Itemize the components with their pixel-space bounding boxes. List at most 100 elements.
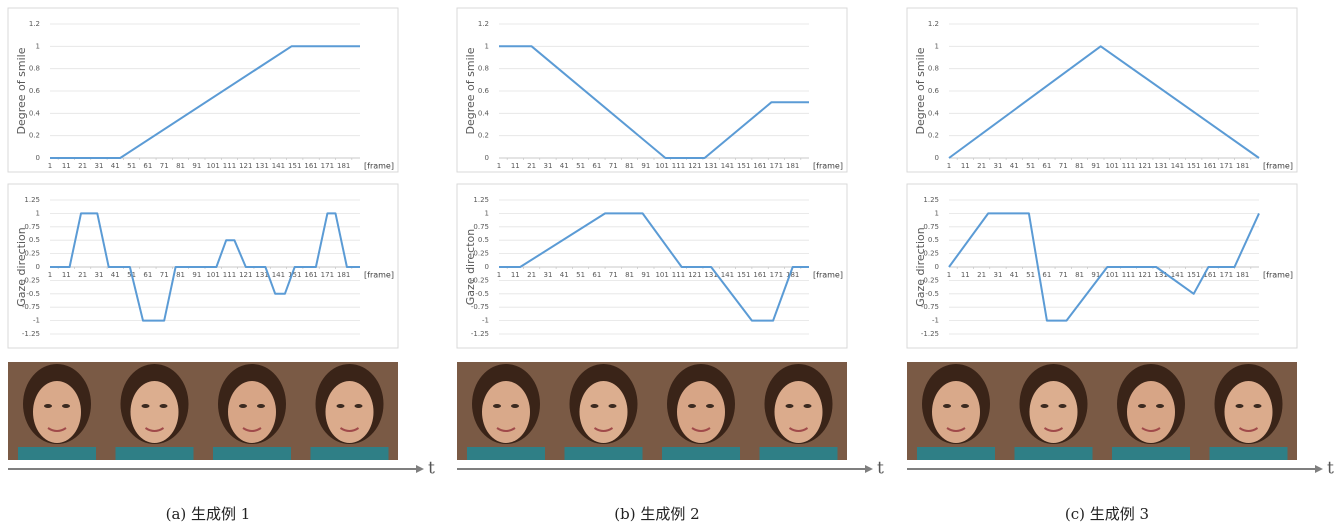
x-tick-label: 61: [592, 162, 601, 170]
x-tick-label: 131: [704, 162, 717, 170]
face: [33, 381, 81, 443]
x-tick-label: 171: [321, 271, 334, 279]
shirt: [311, 447, 389, 460]
time-label: t: [428, 459, 435, 479]
arrow-head: [1315, 465, 1323, 473]
face-image: [1005, 362, 1103, 460]
y-tick-label: -1: [482, 317, 489, 325]
y-tick-label: 0.2: [928, 132, 939, 140]
x-tick-label: 41: [111, 271, 120, 279]
y-tick-label: -1: [33, 317, 40, 325]
eye: [591, 404, 599, 408]
x-tick-label: 61: [1042, 271, 1051, 279]
y-tick-label: 0.8: [928, 65, 939, 73]
x-tick-label: 161: [304, 162, 317, 170]
face-image: [457, 362, 555, 460]
face-image: [106, 362, 204, 460]
y-axis-label: Degree of smile: [464, 47, 477, 134]
x-tick-label: 171: [770, 271, 783, 279]
x-tick-label: 141: [272, 271, 285, 279]
y-tick-label: 0.6: [928, 87, 940, 95]
x-tick-label: 171: [770, 162, 783, 170]
x-tick-label: 41: [1010, 271, 1019, 279]
arrow-head: [865, 465, 873, 473]
y-tick-label: -1.25: [22, 330, 40, 338]
face-image: [555, 362, 653, 460]
x-tick-label: 1: [48, 271, 52, 279]
x-tick-label: 111: [672, 162, 685, 170]
face: [1225, 381, 1273, 443]
x-tick-label: 131: [255, 162, 268, 170]
y-axis-label: Gaze direction: [15, 227, 28, 307]
eye: [786, 404, 794, 408]
x-tick-label: 101: [1105, 162, 1118, 170]
x-tick-label: 21: [78, 162, 87, 170]
y-tick-label: 0.2: [478, 132, 489, 140]
x-tick-label: 111: [223, 162, 236, 170]
eye: [1236, 404, 1244, 408]
eye: [1041, 404, 1049, 408]
x-tick-label: 61: [143, 271, 152, 279]
x-tick-label: 141: [272, 162, 285, 170]
x-tick-label: 181: [337, 271, 350, 279]
x-tick-label: 91: [192, 271, 201, 279]
y-tick-label: 0: [485, 154, 489, 162]
x-tick-label: 91: [641, 271, 650, 279]
y-axis-label: Gaze directon: [464, 229, 477, 305]
eye: [961, 404, 969, 408]
y-tick-label: 1: [36, 42, 40, 50]
shirt: [18, 447, 96, 460]
eye: [1059, 404, 1067, 408]
x-tick-label: 31: [94, 271, 103, 279]
y-tick-label: 1.25: [923, 196, 939, 204]
x-axis-label: [frame]: [364, 271, 394, 280]
x-tick-label: 31: [94, 162, 103, 170]
x-tick-label: 11: [62, 162, 71, 170]
y-axis-label: Gaze direction: [914, 227, 927, 307]
x-tick-label: 151: [288, 162, 301, 170]
eye: [804, 404, 812, 408]
y-tick-label: -0.5: [26, 290, 40, 298]
eye: [239, 404, 247, 408]
y-tick-label: 0.8: [478, 65, 489, 73]
eye: [688, 404, 696, 408]
x-tick-label: 81: [1075, 162, 1084, 170]
x-tick-label: 101: [206, 162, 219, 170]
x-tick-label: 71: [1059, 162, 1068, 170]
x-tick-label: 121: [239, 271, 252, 279]
face-image: [203, 362, 301, 460]
y-tick-label: 0.5: [928, 236, 939, 244]
y-tick-label: 0.4: [29, 109, 41, 117]
y-tick-label: 1: [935, 209, 939, 217]
face-image: [652, 362, 750, 460]
face-image: [1200, 362, 1298, 460]
face: [580, 381, 628, 443]
y-tick-label: 0.2: [29, 132, 40, 140]
x-tick-label: 111: [1122, 271, 1135, 279]
eye: [493, 404, 501, 408]
x-tick-label: 1: [48, 162, 52, 170]
x-tick-label: 121: [1138, 271, 1151, 279]
arrow-head: [416, 465, 424, 473]
y-tick-label: 0.5: [478, 236, 489, 244]
y-tick-label: 0.4: [928, 109, 940, 117]
face-image: [8, 362, 106, 460]
x-tick-label: 51: [576, 271, 585, 279]
x-axis-label: [frame]: [813, 271, 843, 280]
x-tick-label: 21: [78, 271, 87, 279]
caption: (a) 生成例 1: [166, 505, 251, 523]
x-tick-label: 31: [543, 271, 552, 279]
x-axis-label: [frame]: [1263, 162, 1293, 171]
x-tick-label: 81: [176, 162, 185, 170]
x-tick-label: 51: [1026, 162, 1035, 170]
y-tick-label: 0.5: [29, 236, 40, 244]
x-tick-label: 181: [1236, 271, 1249, 279]
x-tick-label: 41: [111, 162, 120, 170]
x-tick-label: 151: [1187, 271, 1200, 279]
eye: [706, 404, 714, 408]
y-tick-label: 0.4: [478, 109, 490, 117]
y-tick-label: 1: [935, 42, 939, 50]
shirt: [917, 447, 995, 460]
caption: (c) 生成例 3: [1065, 505, 1149, 523]
figure: 00.20.40.60.811.211121314151617181911011…: [0, 0, 1340, 529]
